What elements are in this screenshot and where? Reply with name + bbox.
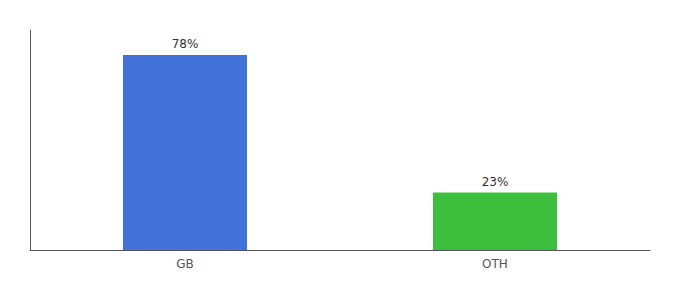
svg-text:78%: 78% — [172, 37, 199, 51]
svg-text:23%: 23% — [482, 175, 509, 189]
svg-text:OTH: OTH — [482, 257, 508, 271]
svg-text:GB: GB — [176, 257, 194, 271]
